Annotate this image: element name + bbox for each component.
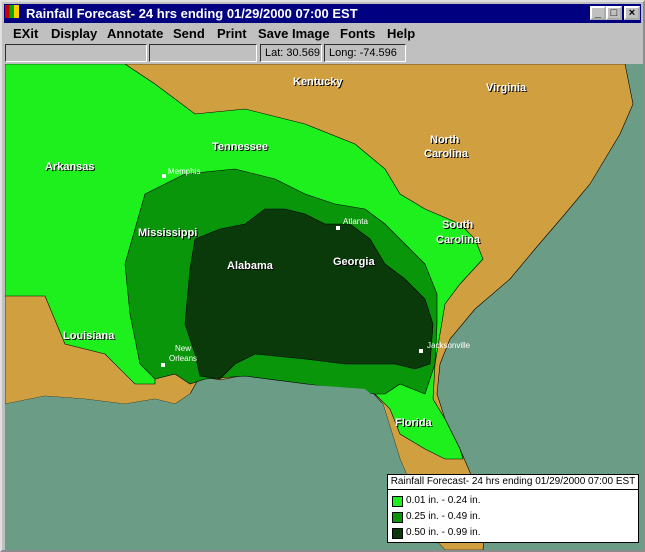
maximize-button[interactable]: □ (606, 6, 622, 20)
menu-bar: EXit Display Annotate Send Print Save Im… (4, 24, 641, 43)
menu-annotate[interactable]: Annotate (107, 26, 164, 41)
legend-label: 0.01 in. - 0.24 in. (406, 495, 481, 506)
label-alabama: Alabama (227, 260, 273, 272)
menu-save-image[interactable]: Save Image (258, 26, 330, 41)
menu-help[interactable]: Help (387, 26, 416, 41)
menu-exit[interactable]: EXit (13, 26, 39, 41)
legend-swatch (392, 527, 403, 539)
label-south-carolina-1: South (442, 219, 474, 231)
map-graphic (5, 64, 634, 550)
city-new-orleans-2: Orleans (169, 354, 198, 363)
city-atlanta: Atlanta (343, 217, 368, 226)
city-marker-memphis (162, 174, 166, 178)
legend-item: 0.25 in. - 0.49 in. (388, 509, 638, 525)
city-marker-jacksonville (419, 349, 423, 353)
city-new-orleans-1: New (175, 344, 192, 353)
label-south-carolina-2: Carolina (436, 234, 481, 246)
city-memphis: Memphis (168, 167, 201, 176)
latitude-readout: Lat: 30.569 (260, 44, 322, 62)
menu-fonts[interactable]: Fonts (340, 26, 376, 41)
legend-label: 0.50 in. - 0.99 in. (406, 527, 481, 538)
legend-item: 0.01 in. - 0.24 in. (388, 493, 638, 509)
city-marker-atlanta (336, 226, 340, 230)
city-marker-new-orleans (161, 363, 165, 367)
legend-label: 0.25 in. - 0.49 in. (406, 511, 481, 522)
label-north-carolina-1: North (430, 134, 460, 146)
menu-send[interactable]: Send (173, 26, 205, 41)
longitude-readout: Long: -74.596 (324, 44, 406, 62)
title-bar[interactable]: Rainfall Forecast- 24 hrs ending 01/29/2… (4, 4, 641, 23)
status-field-2 (149, 44, 257, 62)
menu-print[interactable]: Print (217, 26, 247, 41)
gulf-of-mexico (5, 382, 445, 550)
legend-swatch (392, 511, 403, 523)
label-louisiana: Louisiana (63, 330, 115, 342)
label-arkansas: Arkansas (45, 161, 95, 173)
rainfall-map[interactable]: Kentucky Virginia North Carolina Tenness… (5, 64, 643, 550)
menu-display[interactable]: Display (51, 26, 98, 41)
legend-swatch (392, 495, 403, 507)
label-kentucky: Kentucky (293, 76, 343, 88)
legend-item: 0.50 in. - 0.99 in. (388, 525, 638, 541)
label-mississippi: Mississippi (138, 227, 198, 239)
app-icon[interactable] (5, 5, 19, 18)
label-tennessee: Tennessee (212, 141, 269, 153)
heavy-rain-area (184, 208, 434, 380)
minimize-button[interactable]: _ (590, 6, 606, 20)
label-florida: Florida (395, 417, 432, 429)
label-virginia: Virginia (486, 82, 527, 94)
label-north-carolina-2: Carolina (424, 148, 469, 160)
close-button[interactable]: × (624, 6, 640, 20)
label-georgia: Georgia (333, 256, 375, 268)
window-title: Rainfall Forecast- 24 hrs ending 01/29/2… (26, 6, 358, 21)
city-jacksonville: Jacksonville (427, 341, 471, 350)
map-legend: Rainfall Forecast- 24 hrs ending 01/29/2… (387, 474, 639, 543)
legend-title: Rainfall Forecast- 24 hrs ending 01/29/2… (388, 475, 638, 490)
status-field-1 (5, 44, 147, 62)
